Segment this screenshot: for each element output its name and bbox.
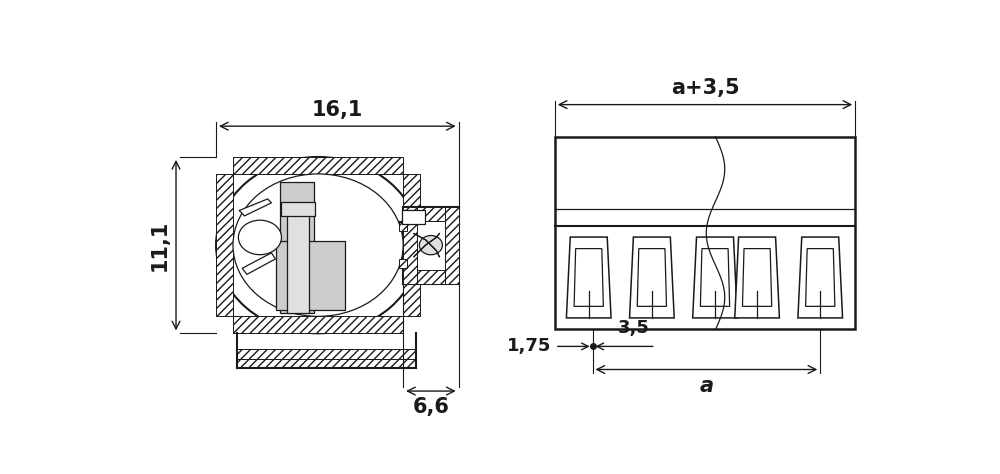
Bar [399, 222, 407, 231]
Polygon shape [700, 248, 730, 306]
Bar [216, 174, 233, 316]
Bar [417, 207, 445, 220]
Bar [403, 207, 459, 283]
Polygon shape [735, 237, 779, 318]
Bar [399, 259, 407, 268]
Text: a+3,5: a+3,5 [671, 79, 739, 99]
Bar [417, 270, 445, 283]
Bar [280, 182, 314, 312]
Ellipse shape [238, 220, 282, 255]
Polygon shape [566, 237, 611, 318]
Bar [233, 316, 403, 333]
Bar [402, 210, 425, 224]
Ellipse shape [216, 157, 420, 333]
Polygon shape [693, 237, 737, 318]
Bar [287, 205, 309, 312]
Bar [403, 174, 420, 316]
Bar [276, 241, 345, 310]
Bar [237, 359, 416, 368]
Polygon shape [630, 237, 674, 318]
Ellipse shape [233, 174, 403, 316]
Bar [445, 207, 459, 283]
Polygon shape [242, 253, 275, 274]
Polygon shape [798, 237, 843, 318]
Bar [233, 157, 403, 174]
Text: 16,1: 16,1 [312, 100, 363, 120]
Ellipse shape [419, 236, 442, 255]
Text: 11,1: 11,1 [150, 219, 170, 271]
Text: 3,5: 3,5 [617, 319, 649, 337]
Text: 1,75: 1,75 [507, 337, 551, 356]
Text: a: a [699, 376, 713, 396]
Bar [237, 349, 416, 359]
Bar [555, 137, 855, 329]
Polygon shape [574, 248, 603, 306]
Polygon shape [806, 248, 835, 306]
Text: 6,6: 6,6 [412, 397, 449, 417]
Polygon shape [239, 199, 271, 216]
Polygon shape [637, 248, 666, 306]
Bar [403, 207, 417, 283]
Bar [281, 202, 315, 216]
Polygon shape [742, 248, 772, 306]
